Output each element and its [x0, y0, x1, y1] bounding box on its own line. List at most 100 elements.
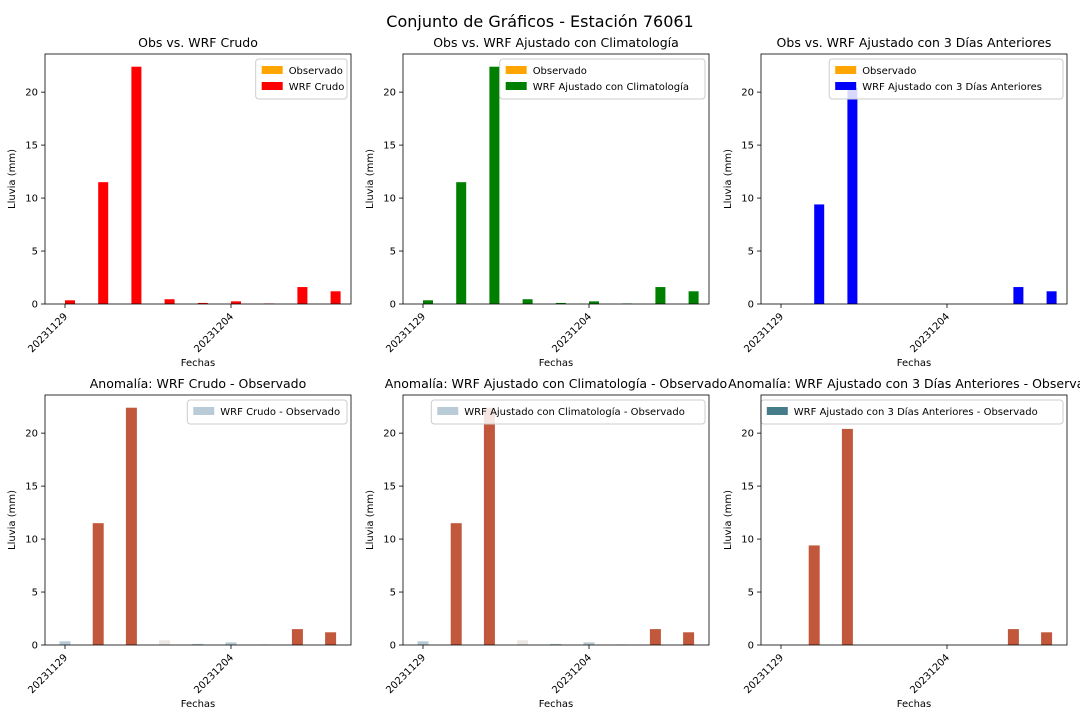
axes-frame [760, 53, 1068, 305]
bar [192, 643, 204, 645]
y-tick-label: 5 [748, 247, 754, 258]
chart-title: Obs vs. WRF Crudo [138, 35, 258, 50]
legend-swatch [835, 82, 857, 90]
bar [517, 640, 529, 645]
y-tick-label: 5 [748, 588, 754, 599]
legend-swatch [505, 82, 527, 90]
axes-frame [44, 394, 352, 646]
y-tick-label: 20 [383, 88, 396, 99]
chart-panel-4: Anomalía: WRF Crudo - Observado051015202… [7, 376, 352, 710]
y-tick-label: 20 [25, 88, 38, 99]
bar [92, 523, 104, 645]
legend-swatch [835, 66, 857, 74]
bar [131, 66, 142, 305]
bar [197, 302, 208, 304]
y-tick-label: 10 [383, 535, 396, 546]
x-axis-label: Fechas [897, 358, 932, 369]
x-axis-label: Fechas [539, 358, 574, 369]
bar [583, 642, 595, 645]
y-tick-label: 0 [390, 300, 396, 311]
y-tick-label: 0 [32, 641, 38, 652]
bar [1007, 629, 1019, 645]
legend-label: Observado [289, 66, 343, 77]
y-axis-label: Lluvia (mm) [7, 149, 18, 209]
y-tick-label: 15 [25, 482, 38, 493]
bar [325, 632, 337, 645]
y-tick-label: 10 [741, 194, 754, 205]
bar [649, 629, 661, 645]
legend-swatch [437, 407, 459, 415]
bar [330, 291, 341, 304]
bar [688, 291, 699, 304]
bar [1041, 632, 1053, 645]
bar [164, 299, 175, 304]
y-tick-label: 10 [25, 194, 38, 205]
bar [59, 641, 71, 645]
axes-frame [44, 53, 352, 305]
axes-frame [402, 53, 710, 305]
y-tick-label: 20 [383, 429, 396, 440]
axes-frame [402, 394, 710, 646]
legend-swatch [261, 82, 283, 90]
y-axis-label: Lluvia (mm) [365, 490, 376, 550]
bar [225, 642, 237, 645]
legend-swatch [766, 407, 788, 415]
bar [841, 428, 853, 645]
y-tick-label: 5 [32, 247, 38, 258]
legend-label: WRF Ajustado con 3 Días Anteriores [862, 81, 1042, 93]
chart-title: Obs vs. WRF Ajustado con 3 Días Anterior… [777, 35, 1052, 50]
bar [65, 300, 75, 304]
chart-title: Anomalía: WRF Crudo - Observado [90, 376, 307, 391]
y-axis-label: Lluvia (mm) [723, 490, 734, 550]
bar [683, 632, 695, 645]
bar [589, 301, 599, 304]
bar [847, 87, 858, 304]
y-tick-label: 0 [748, 641, 754, 652]
legend-label: WRF Ajustado con 3 Días Anteriores - Obs… [794, 406, 1038, 418]
y-tick-label: 0 [390, 641, 396, 652]
legend-label: Observado [533, 66, 587, 77]
legend-swatch [505, 66, 527, 74]
bar [555, 302, 566, 304]
y-tick-label: 15 [383, 141, 396, 152]
legend-label: WRF Crudo - Observado [220, 407, 340, 418]
legend-box [255, 58, 348, 100]
legend-box [430, 399, 706, 425]
x-axis-label: Fechas [181, 699, 216, 710]
y-axis-label: Lluvia (mm) [365, 149, 376, 209]
bar [98, 182, 109, 304]
legend-swatch [261, 66, 283, 74]
y-tick-label: 5 [390, 247, 396, 258]
y-tick-label: 5 [32, 588, 38, 599]
bar [423, 300, 433, 304]
y-tick-label: 15 [741, 482, 754, 493]
bar [814, 204, 825, 304]
y-axis-label: Lluvia (mm) [7, 490, 18, 550]
bar [417, 641, 429, 645]
bar [550, 643, 562, 645]
bar [655, 287, 666, 304]
y-tick-label: 5 [390, 588, 396, 599]
x-axis-label: Fechas [539, 699, 574, 710]
y-tick-label: 10 [741, 535, 754, 546]
chart-title: Anomalía: WRF Ajustado con Climatología … [385, 376, 727, 391]
y-tick-label: 10 [383, 194, 396, 205]
y-tick-label: 15 [383, 482, 396, 493]
chart-title: Anomalía: WRF Ajustado con 3 Días Anteri… [728, 376, 1080, 391]
legend-box [499, 58, 706, 100]
bar [808, 545, 820, 645]
bar [1013, 287, 1024, 304]
bar [450, 523, 462, 645]
chart-title: Obs vs. WRF Ajustado con Climatología [433, 35, 679, 50]
bar [483, 407, 495, 645]
bar [291, 629, 303, 645]
y-tick-label: 15 [741, 141, 754, 152]
bar [456, 182, 467, 304]
y-tick-label: 20 [25, 429, 38, 440]
bar [522, 299, 533, 304]
legend-label: Observado [862, 66, 916, 77]
legend-label: WRF Ajustado con Climatología - Observad… [464, 406, 685, 418]
x-axis-label: Fechas [181, 358, 216, 369]
legend-label: WRF Crudo [289, 82, 345, 93]
